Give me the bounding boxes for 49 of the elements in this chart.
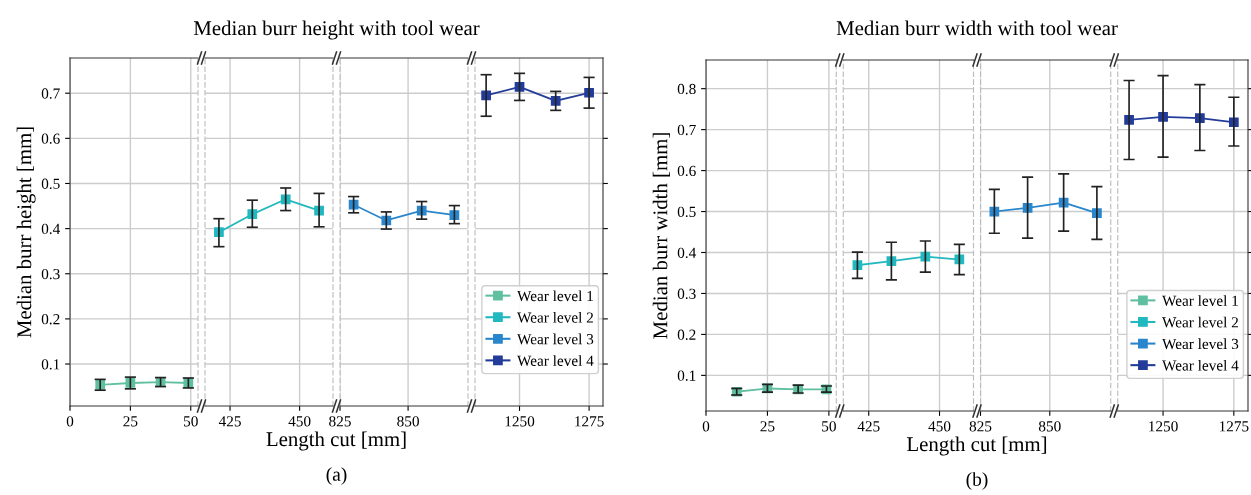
text: (a) bbox=[326, 467, 347, 485]
y-tick-label: 0.4 bbox=[41, 223, 61, 235]
x-tick-label: 0 bbox=[702, 421, 710, 432]
y-tick-label: 0.5 bbox=[677, 206, 696, 218]
x-tick-label: 1275 bbox=[1219, 421, 1249, 432]
y-tick-label: 0.6 bbox=[41, 133, 60, 144]
y-tick-label: 0.6 bbox=[677, 165, 696, 177]
x-tick-label: 1250 bbox=[1149, 421, 1178, 432]
legend-label: Wear level 3 bbox=[1162, 338, 1239, 350]
x-tick-label: 850 bbox=[397, 416, 419, 427]
text: Median burr width with tool wear bbox=[836, 20, 1118, 36]
y-tick-label: 0.4 bbox=[677, 247, 697, 259]
x-tick-label: 1250 bbox=[505, 416, 535, 427]
x-axis-title: Length cut [mm] bbox=[266, 431, 406, 451]
x-tick-label: 1275 bbox=[575, 416, 604, 427]
y-tick-label: 0.8 bbox=[677, 83, 696, 95]
y-tick-label: 0.2 bbox=[41, 314, 60, 325]
x-tick-label: 0 bbox=[66, 416, 74, 427]
legend-label: Wear level 4 bbox=[1162, 359, 1239, 371]
y-tick-label: 0.2 bbox=[677, 329, 696, 340]
legend-label: Wear level 3 bbox=[517, 333, 594, 345]
x-tick-label: 825 bbox=[969, 421, 992, 432]
x-tick-label: 450 bbox=[288, 416, 311, 427]
x-tick-label: 425 bbox=[857, 421, 880, 432]
y-tick-label: 0.1 bbox=[41, 359, 60, 370]
x-tick-label: 850 bbox=[1038, 421, 1061, 432]
y-tick-label: 0.1 bbox=[677, 370, 696, 381]
legend-label: Wear level 2 bbox=[1162, 316, 1238, 328]
legend-label: Wear level 2 bbox=[517, 311, 593, 323]
x-tick-label: 50 bbox=[184, 416, 198, 427]
legend-label: Wear level 1 bbox=[1162, 295, 1238, 306]
y-axis-title: Median burr height [mm] bbox=[16, 127, 36, 338]
x-tick-label: 50 bbox=[822, 421, 836, 432]
x-tick-label: 825 bbox=[329, 416, 351, 427]
x-tick-label: 25 bbox=[760, 421, 775, 432]
x-axis-title: Length cut [mm] bbox=[907, 436, 1047, 456]
x-tick-label: 25 bbox=[123, 416, 138, 427]
legend-label: Wear level 4 bbox=[517, 355, 594, 366]
text: (b) bbox=[966, 472, 988, 490]
legend-label: Wear level 1 bbox=[517, 290, 593, 302]
text: Median burr height with tool wear bbox=[193, 20, 480, 40]
y-tick-label: 0.7 bbox=[677, 124, 696, 136]
x-tick-label: 450 bbox=[928, 421, 951, 432]
x-tick-label: 425 bbox=[218, 416, 241, 427]
y-tick-label: 0.7 bbox=[41, 88, 60, 99]
y-tick-label: 0.5 bbox=[41, 178, 60, 189]
y-tick-label: 0.3 bbox=[41, 268, 60, 280]
y-tick-label: 0.3 bbox=[677, 288, 696, 299]
y-axis-title: Median burr width [mm] bbox=[652, 133, 670, 339]
